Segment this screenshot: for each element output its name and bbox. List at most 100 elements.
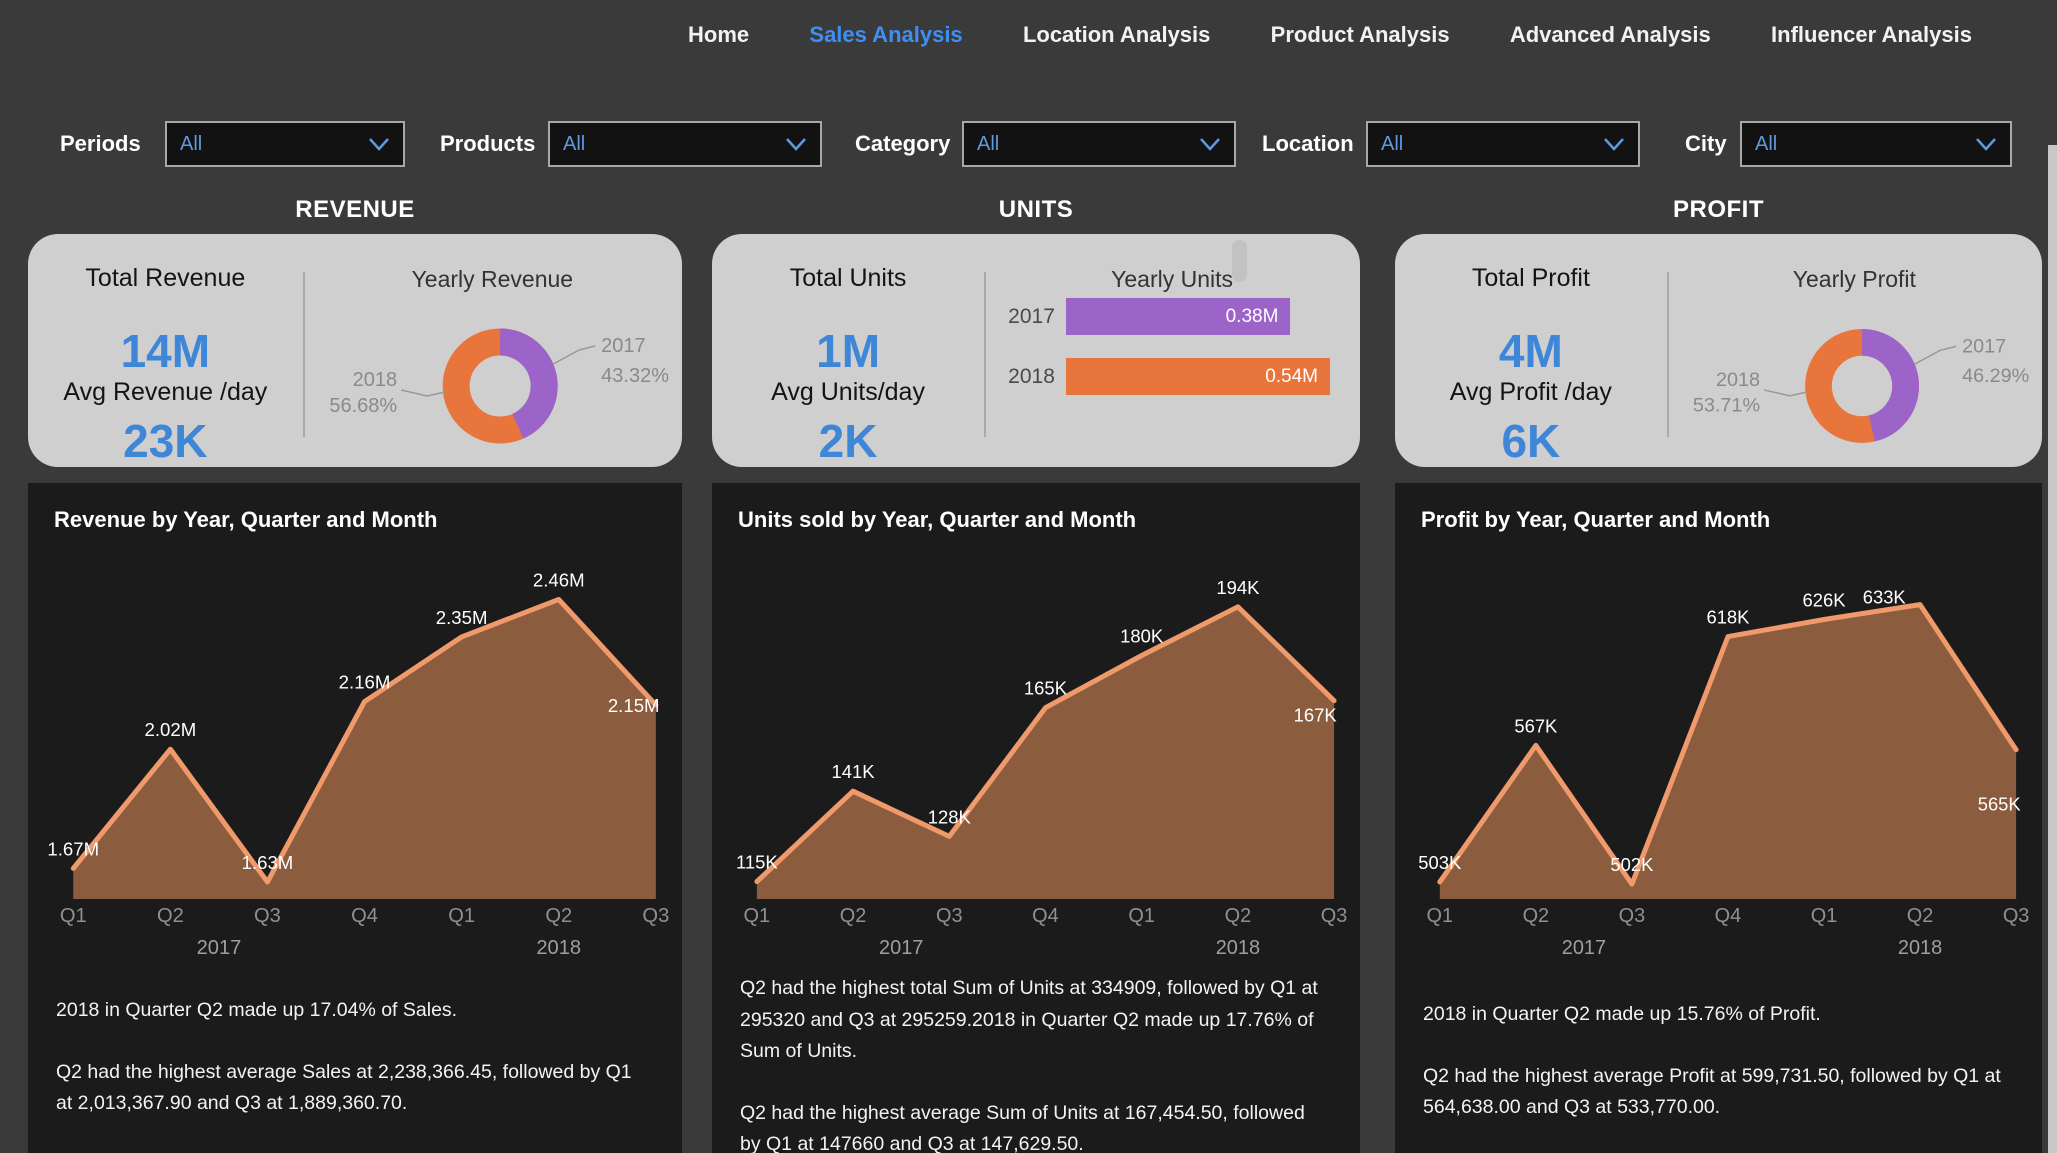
- x-axis-quarter-label: Q2: [1523, 905, 1550, 927]
- data-label: 165K: [1024, 678, 1068, 699]
- donut-label-pct-left: 53.71%: [1693, 395, 1760, 417]
- bar-row-2018: 2018 0.54M: [1008, 358, 1330, 395]
- kpi-divider: [1666, 272, 1669, 437]
- x-axis-year-label: 2018: [1898, 937, 1942, 959]
- donut-label-pct-right: 43.32%: [601, 365, 669, 387]
- insight-paragraph: 2018 in Quarter Q2 made up 17.04% of Sal…: [56, 999, 458, 1021]
- filter-label-periods: Periods: [60, 131, 141, 156]
- data-label: 180K: [1120, 625, 1164, 646]
- bar-2017[interactable]: 0.38M: [1066, 298, 1291, 335]
- filter-category-dropdown[interactable]: All: [962, 121, 1236, 167]
- filter-products-dropdown[interactable]: All: [548, 121, 822, 167]
- yearly-chart-title: Yearly Revenue: [411, 266, 574, 292]
- panel-column-units: UNITS Total Units 1M Avg Units/day 2K Yearly …: [712, 0, 1360, 1153]
- page-edge-strip: [2048, 145, 2057, 1153]
- filter-category-value: All: [977, 132, 1000, 155]
- trend-chart-title: Units sold by Year, Quarter and Month: [738, 507, 1137, 532]
- data-label: 167K: [1294, 705, 1338, 726]
- data-label: 115K: [736, 852, 778, 873]
- section-title-revenue: REVENUE: [295, 196, 415, 223]
- x-axis-quarter-label: Q4: [1715, 905, 1742, 927]
- trend-panel-profit: Profit by Year, Quarter and Month 503K 567…: [1395, 483, 2042, 1153]
- x-axis-quarter-label: Q3: [1321, 905, 1348, 927]
- kpi-stat1-value: 1M: [816, 325, 881, 377]
- chevron-down-icon: [1976, 138, 1996, 151]
- data-label: 565K: [1978, 794, 2022, 815]
- insight-text-block: 2018 in Quarter Q2 made up 17.04% of Sal…: [56, 995, 644, 1150]
- nav-tab-sales-analysis[interactable]: Sales Analysis: [809, 22, 963, 47]
- x-axis-quarter-label: Q4: [351, 905, 378, 927]
- trend-area-chart[interactable]: 1.67M 2.02M 1.63M 2.16M 2.35M 2.46M 2.15M Q1 Q2 Q…: [28, 538, 682, 978]
- data-label: 141K: [832, 761, 876, 782]
- filter-periods-dropdown[interactable]: All: [165, 121, 405, 167]
- bar-2018[interactable]: 0.54M: [1066, 358, 1330, 395]
- kpi-card-units: Total Units 1M Avg Units/day 2K Yearly Units…: [712, 234, 1360, 467]
- donut-label-year-left: 2018: [1716, 369, 1760, 391]
- chevron-down-icon: [1604, 138, 1624, 151]
- filter-city-dropdown[interactable]: All: [1740, 121, 2012, 167]
- x-axis-quarter-label: Q2: [1907, 905, 1934, 927]
- x-axis-year-label: 2017: [879, 937, 923, 959]
- data-label: 1.67M: [47, 838, 99, 859]
- chevron-down-icon: [786, 138, 806, 151]
- data-label: 2.15M: [608, 695, 660, 716]
- filter-label-city: City: [1685, 131, 1727, 156]
- yearly-donut-chart[interactable]: 2017 43.32% 2018 56.68%: [303, 300, 682, 464]
- filter-location-dropdown[interactable]: All: [1366, 121, 1640, 167]
- insight-paragraph: Q2 had the highest average Sum of Units …: [740, 1101, 1305, 1153]
- nav-tab-influencer-analysis[interactable]: Influencer Analysis: [1771, 22, 1972, 47]
- trend-area-chart[interactable]: 503K 567K 502K 618K 626K 633K 565K Q1 Q2 Q3 Q4 Q1 Q2…: [1395, 538, 2042, 978]
- data-label: 567K: [1514, 715, 1558, 736]
- yearly-donut-chart[interactable]: 2017 46.29% 2018 53.71%: [1667, 300, 2042, 464]
- nav-tab-location-analysis[interactable]: Location Analysis: [1022, 22, 1211, 47]
- yearly-units-scrollbar[interactable]: [1232, 240, 1248, 282]
- yearly-bar-chart[interactable]: 2017 0.38M 2018 0.54M: [1008, 298, 1330, 418]
- kpi-card-profit: Total Profit 4M Avg Profit /day 6K Yearly Pr…: [1395, 234, 2042, 467]
- bar-category-label: 2017: [1008, 304, 1055, 328]
- trend-panel-revenue: Revenue by Year, Quarter and Month 1.67M 2…: [28, 483, 682, 1153]
- x-axis-quarter-label: Q1: [60, 905, 87, 927]
- filter-label-category: Category: [855, 131, 951, 156]
- yearly-chart-area: Yearly Profit 2017 46.29% 2018 53.71%: [1667, 234, 2042, 467]
- data-label: 502K: [1610, 854, 1654, 875]
- x-axis-quarter-label: Q3: [936, 905, 963, 927]
- x-axis-year-label: 2017: [197, 937, 242, 959]
- data-label: 618K: [1706, 607, 1750, 628]
- kpi-stat1-label: Total Units: [789, 264, 907, 292]
- kpi-divider: [302, 272, 305, 437]
- x-axis-quarter-label: Q4: [1032, 905, 1059, 927]
- yearly-chart-title: Yearly Profit: [1792, 266, 1916, 292]
- bar-track: 0.38M: [1066, 298, 1330, 335]
- kpi-stats: Total Revenue 14M Avg Revenue /day 23K: [28, 234, 303, 467]
- bar-value-label: 0.54M: [1265, 365, 1318, 387]
- bar-category-label: 2018: [1008, 364, 1055, 388]
- data-label: 633K: [1863, 587, 1907, 608]
- x-axis-quarter-label: Q3: [642, 905, 669, 927]
- x-axis-quarter-label: Q2: [545, 905, 572, 927]
- filter-periods-value: All: [180, 132, 203, 155]
- data-label: 503K: [1418, 852, 1462, 873]
- nav-tab-home[interactable]: Home: [688, 22, 750, 47]
- insight-text-block: Q2 had the highest total Sum of Units at…: [740, 973, 1322, 1153]
- data-label: 194K: [1216, 577, 1260, 598]
- filter-city-value: All: [1755, 132, 1778, 155]
- section-title-units: UNITS: [998, 196, 1074, 223]
- trend-chart-title: Revenue by Year, Quarter and Month: [54, 507, 438, 532]
- trend-panel-units: Units sold by Year, Quarter and Month 115…: [712, 483, 1360, 1153]
- kpi-stat1-label: Total Profit: [1471, 264, 1590, 292]
- trend-area-chart[interactable]: 115K 141K 128K 165K 180K 194K 167K Q1 Q2 Q3 Q4 Q1 Q2…: [712, 538, 1360, 978]
- nav-tab-product-analysis[interactable]: Product Analysis: [1270, 22, 1450, 47]
- data-label: 626K: [1803, 589, 1847, 610]
- section-title-profit: PROFIT: [1673, 196, 1764, 223]
- data-label: 2.35M: [436, 607, 488, 628]
- donut-label-year-left: 2018: [352, 369, 397, 391]
- donut-label-pct-left: 56.68%: [329, 395, 397, 417]
- bar-value-label: 0.38M: [1225, 305, 1279, 327]
- kpi-stat1-value: 4M: [1498, 325, 1563, 377]
- donut-label-year-right: 2017: [1962, 335, 2006, 357]
- kpi-stat2-label: Avg Units/day: [771, 378, 925, 406]
- nav-tab-advanced-analysis[interactable]: Advanced Analysis: [1509, 22, 1711, 47]
- filter-label-products: Products: [440, 131, 536, 156]
- chevron-down-icon: [1200, 138, 1220, 151]
- data-label: 2.02M: [145, 719, 197, 740]
